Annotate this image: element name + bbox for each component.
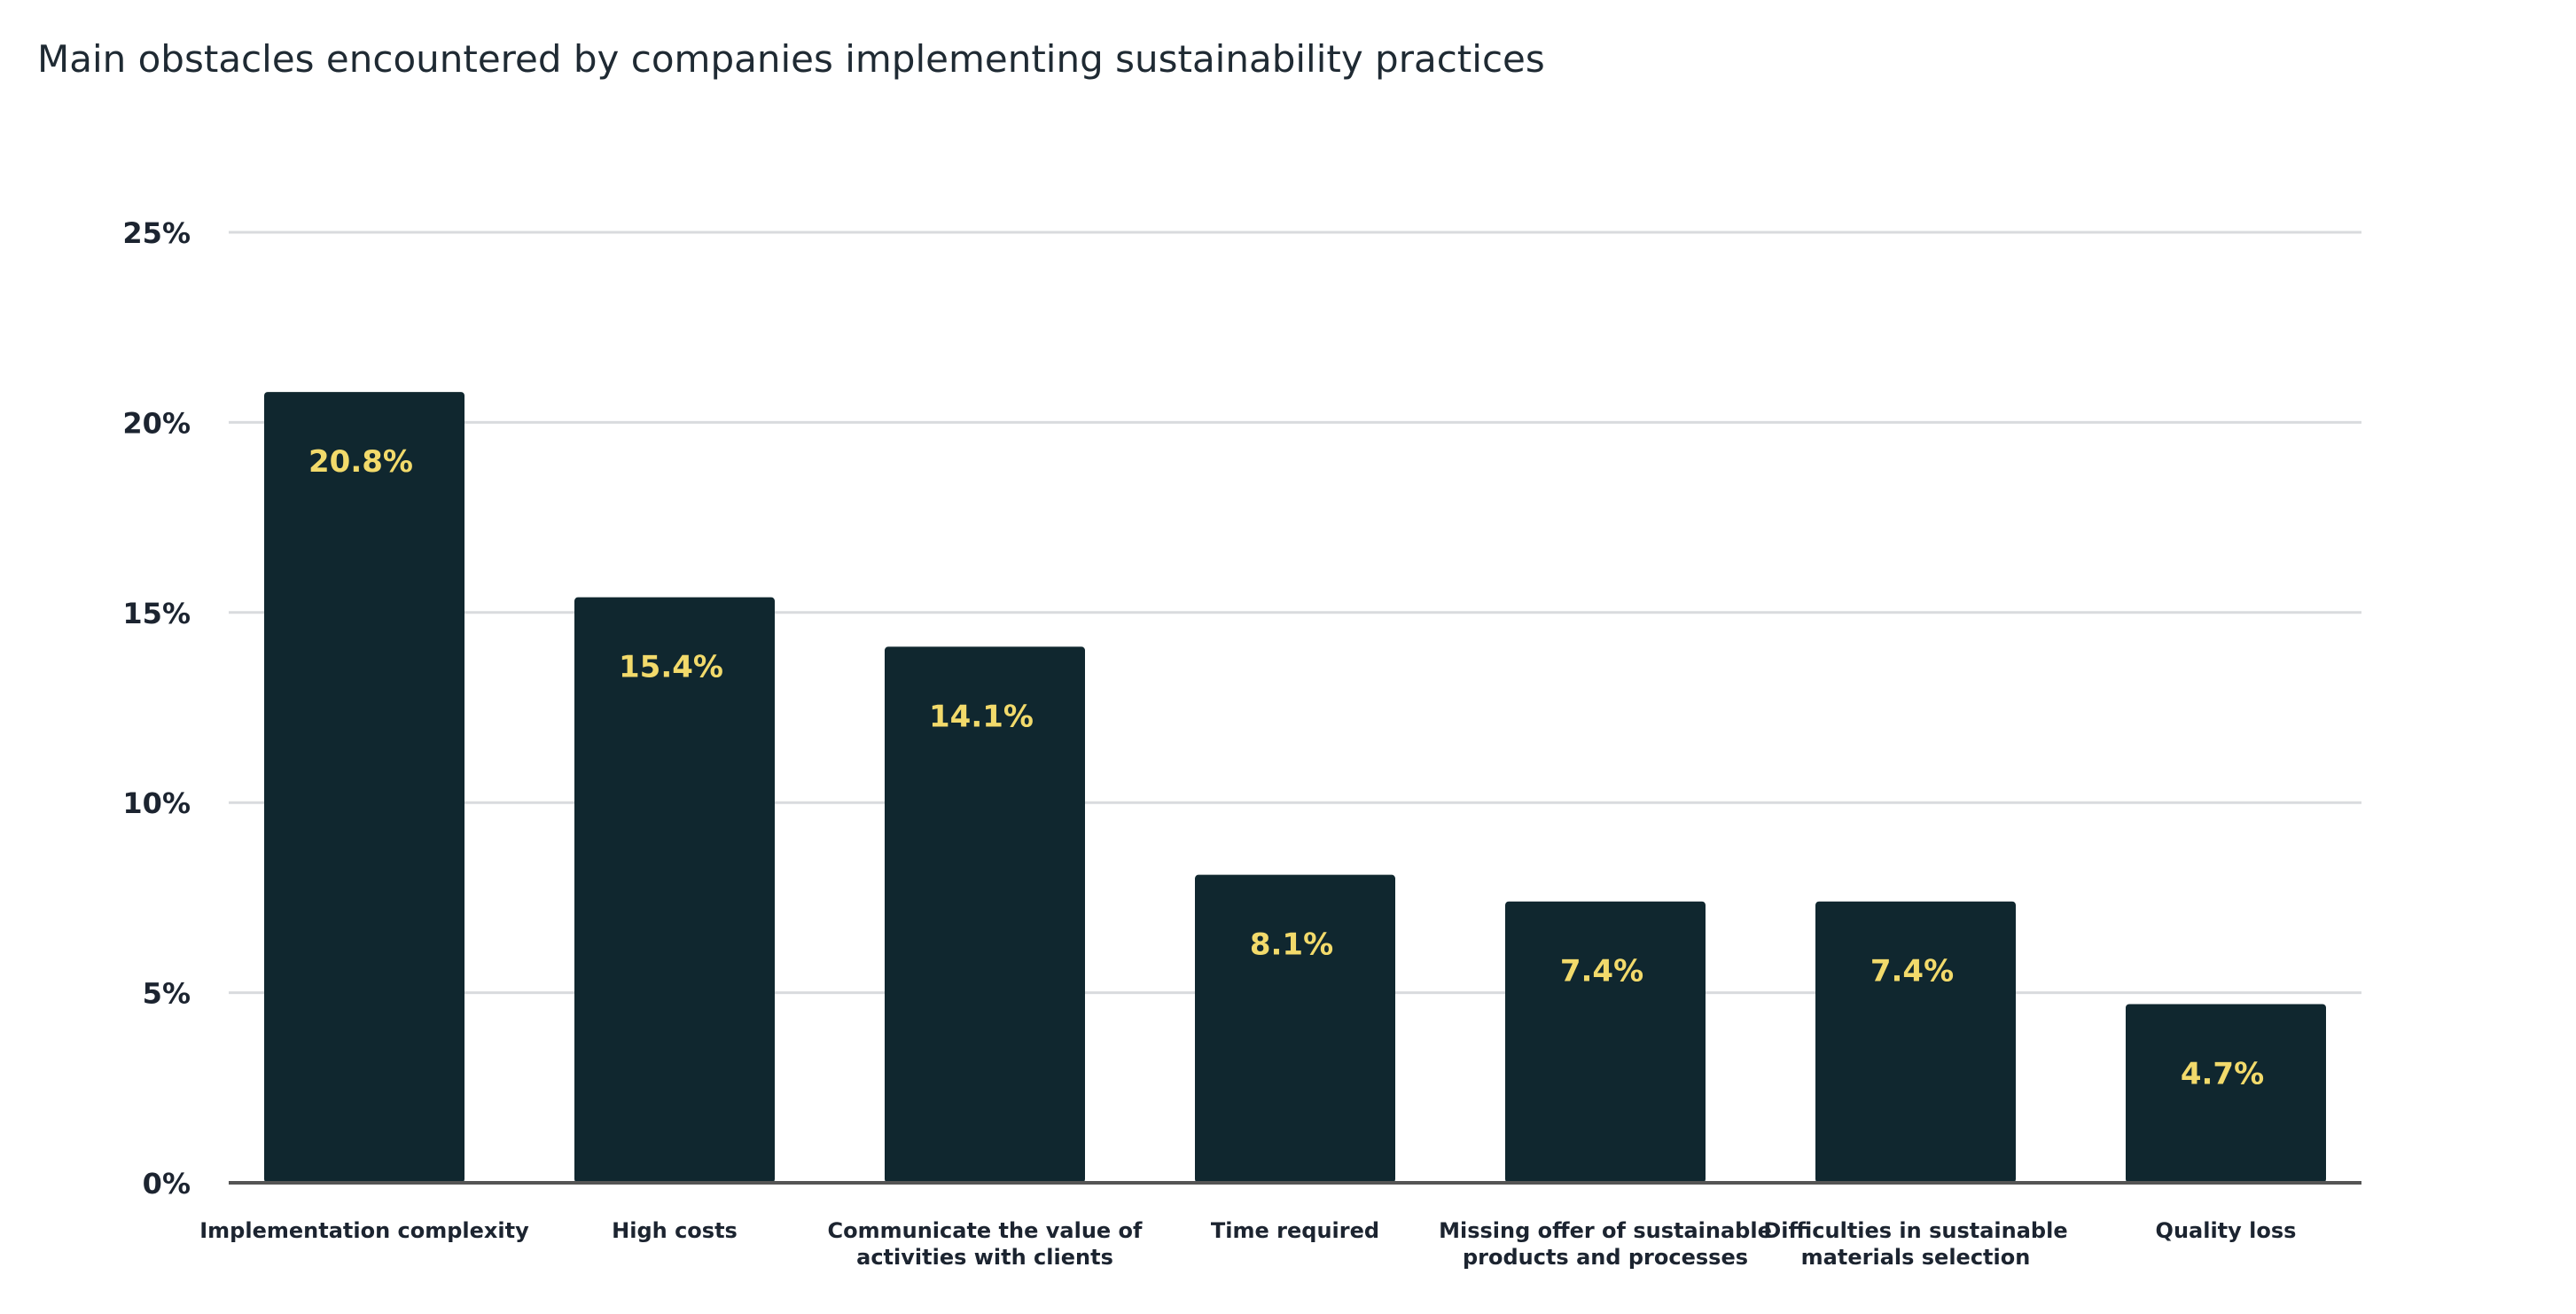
y-tick-label: 10% <box>122 786 191 820</box>
bar <box>264 392 464 1183</box>
y-tick-label: 0% <box>143 1167 191 1201</box>
bar <box>885 646 1085 1183</box>
y-tick-label: 20% <box>122 406 191 440</box>
x-tick-label: High costs <box>612 1218 738 1243</box>
bar-value-label: 8.1% <box>1250 927 1333 963</box>
bar-value-label: 20.8% <box>308 444 413 480</box>
bar <box>1505 901 1706 1183</box>
x-axis-labels: Implementation complexity High costs Commu… <box>199 1218 2296 1270</box>
bar-value-label: 4.7% <box>2181 1056 2264 1091</box>
bar <box>1815 901 2016 1183</box>
bar-value-label: 7.4% <box>1870 954 1954 989</box>
bar-value-label: 7.4% <box>1560 954 1643 989</box>
y-tick-label: 5% <box>143 977 191 1011</box>
bar <box>2126 1004 2326 1183</box>
x-tick-label: Time required <box>1211 1218 1379 1243</box>
value-labels: 20.8% 15.4% 14.1% 8.1% 7.4% 7.4% 4.7% <box>308 444 2264 1091</box>
y-axis-ticks: 0% 5% 10% 15% 20% 25% <box>122 216 191 1201</box>
bars <box>264 392 2326 1183</box>
x-tick-label: Quality loss <box>2156 1218 2297 1243</box>
y-tick-label: 15% <box>122 597 191 630</box>
x-tick-label: Difficulties in sustainable materials sel… <box>1763 1218 2067 1270</box>
bar <box>1195 874 1395 1183</box>
bar-value-label: 14.1% <box>929 699 1034 734</box>
x-tick-label: Implementation complexity <box>199 1218 529 1243</box>
y-tick-label: 25% <box>122 216 191 250</box>
bar <box>574 597 775 1183</box>
bar-value-label: 15.4% <box>619 650 723 685</box>
x-tick-label: Communicate the value of activities with … <box>828 1218 1144 1270</box>
x-tick-label: Missing offer of sustainable products and… <box>1439 1218 1772 1270</box>
chart-title: Main obstacles encountered by companies … <box>37 37 1545 81</box>
